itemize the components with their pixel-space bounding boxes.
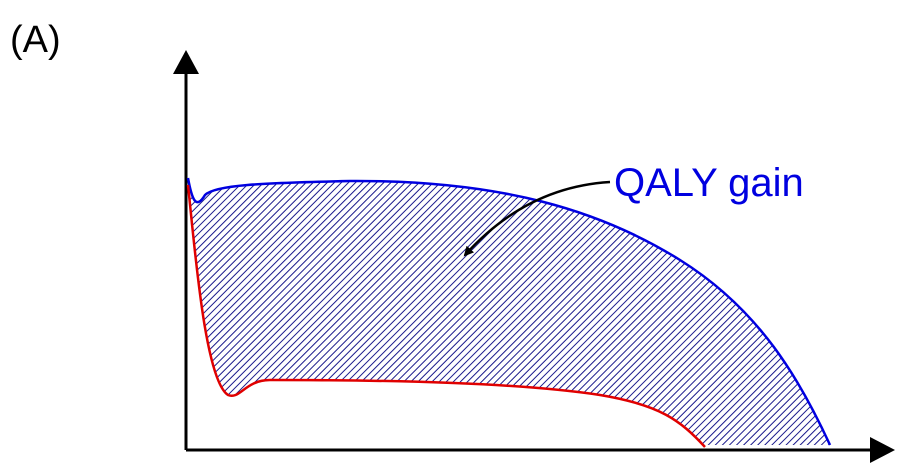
gain-area — [188, 178, 830, 445]
red-curve — [186, 184, 706, 448]
annotation-text: QALY gain — [614, 161, 804, 205]
annotation-arrow — [463, 180, 611, 257]
x-axis-arrow — [870, 437, 895, 463]
y-axis-arrow — [173, 50, 199, 74]
panel-label: (A) — [10, 19, 61, 61]
below-red-area — [188, 185, 705, 447]
blue-curve — [186, 177, 832, 446]
